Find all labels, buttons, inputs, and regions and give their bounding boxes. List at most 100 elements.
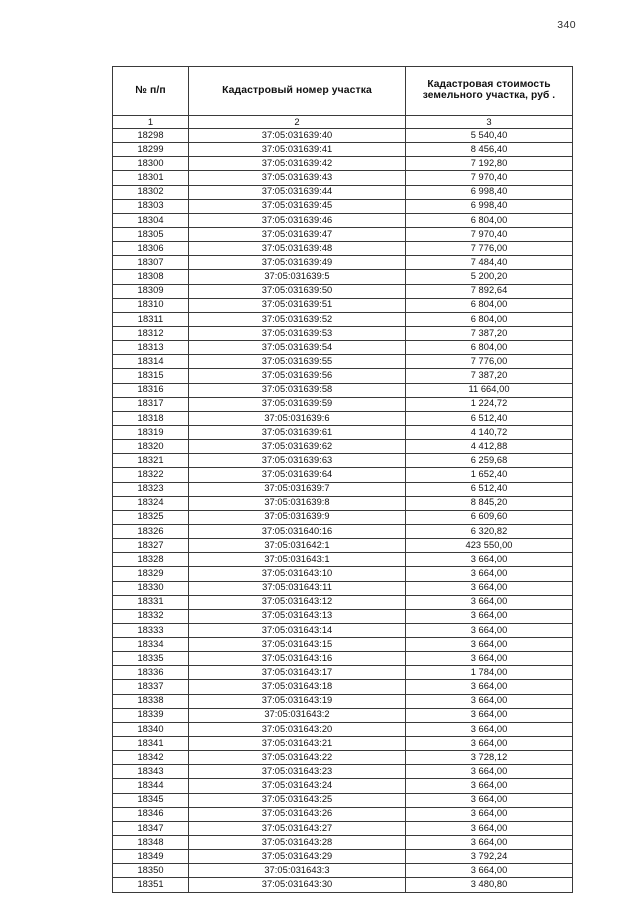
cell-index: 18322 [112,467,189,483]
table-row: 18301 37:05:031639:43 7 970,40 [112,170,573,186]
cell-cadastre-number: 37:05:031643:25 [188,792,406,808]
table-row: 18328 37:05:031643:1 3 664,00 [112,552,573,568]
cell-index: 18339 [112,707,189,723]
page-number: 340 [557,19,576,31]
cell-cadastral-value: 3 480,80 [405,877,573,893]
cell-cadastral-value: 3 664,00 [405,637,573,653]
cell-cadastral-value: 3 664,00 [405,820,573,837]
cell-cadastral-value: 1 224,72 [405,396,573,412]
cell-index: 18334 [112,637,189,653]
cell-cadastral-value: 7 192,80 [405,156,573,172]
cell-cadastre-number: 37:05:031639:63 [188,453,406,469]
cell-cadastral-value: 7 387,20 [405,368,573,384]
cell-cadastre-number: 37:05:031643:18 [188,679,406,695]
cell-cadastre-number: 37:05:031643:26 [188,806,406,822]
cell-cadastre-number: 37:05:031643:28 [188,835,406,851]
cell-cadastral-value: 7 776,00 [405,354,573,370]
cell-cadastral-value: 3 664,00 [405,863,573,879]
cell-index: 18298 [112,127,189,144]
cell-cadastre-number: 37:05:031639:42 [188,156,406,172]
cell-index: 18341 [112,736,189,752]
cell-cadastre-number: 37:05:031639:9 [188,509,406,525]
cell-index: 18338 [112,693,189,709]
table-row: 18324 37:05:031639:8 8 845,20 [112,495,573,511]
table-row: 18300 37:05:031639:42 7 192,80 [112,156,573,172]
cell-cadastral-value: 5 200,20 [405,269,573,285]
table-row: 18306 37:05:031639:48 7 776,00 [112,241,573,257]
table-row: 18315 37:05:031639:56 7 387,20 [112,368,573,384]
cell-cadastre-number: 37:05:031639:58 [188,382,406,398]
cell-index: 18306 [112,241,189,257]
cell-index: 18343 [112,764,189,780]
table-row: 18325 37:05:031639:9 6 609,60 [112,509,573,525]
table-row: 18350 37:05:031643:3 3 664,00 [112,863,573,879]
cell-index: 18326 [112,523,189,540]
cell-index: 18323 [112,481,189,497]
cell-cadastral-value: 3 664,00 [405,792,573,808]
cell-cadastre-number: 37:05:031639:53 [188,325,406,342]
table-row: 18343 37:05:031643:23 3 664,00 [112,764,573,780]
cell-cadastral-value: 7 970,40 [405,170,573,186]
cell-cadastral-value: 1 652,40 [405,467,573,483]
cell-index: 18300 [112,156,189,172]
cell-index: 18349 [112,849,189,865]
cell-cadastre-number: 37:05:031643:2 [188,707,406,723]
cell-cadastral-value: 5 540,40 [405,127,573,144]
cell-cadastral-value: 3 664,00 [405,580,573,596]
cell-cadastre-number: 37:05:031643:19 [188,693,406,709]
cell-index: 18336 [112,665,189,681]
table-row: 18310 37:05:031639:51 6 804,00 [112,297,573,313]
column-header-cadastral-value: Кадастровая стоимость земельного участка… [405,66,573,116]
cell-cadastral-value: 3 792,24 [405,849,573,865]
cell-cadastral-value: 3 664,00 [405,721,573,738]
cell-cadastre-number: 37:05:031639:43 [188,170,406,186]
table-row: 18346 37:05:031643:26 3 664,00 [112,806,573,822]
cell-cadastre-number: 37:05:031642:1 [188,538,406,554]
table-row: 18314 37:05:031639:55 7 776,00 [112,354,573,370]
table-row: 18318 37:05:031639:6 6 512,40 [112,410,573,426]
cell-index: 18320 [112,439,189,455]
cell-cadastral-value: 6 512,40 [405,410,573,426]
cell-cadastral-value: 4 140,72 [405,424,573,441]
table-body: 18298 37:05:031639:40 5 540,40 18299 37:05:0… [112,127,573,893]
cell-cadastre-number: 37:05:031639:61 [188,424,406,441]
table-row: 18349 37:05:031643:29 3 792,24 [112,849,573,865]
cell-cadastre-number: 37:05:031643:15 [188,637,406,653]
cell-cadastral-value: 423 550,00 [405,538,573,554]
cell-cadastral-value: 7 387,20 [405,325,573,342]
cell-index: 18314 [112,354,189,370]
cell-cadastral-value: 7 776,00 [405,241,573,257]
cell-cadastral-value: 3 664,00 [405,736,573,752]
table-row: 18345 37:05:031643:25 3 664,00 [112,792,573,808]
table-row: 18313 37:05:031639:54 6 804,00 [112,340,573,356]
table-row: 18323 37:05:031639:7 6 512,40 [112,481,573,497]
cell-index: 18342 [112,750,189,766]
table-row: 18316 37:05:031639:58 11 664,00 [112,382,573,398]
cell-cadastre-number: 37:05:031639:8 [188,495,406,511]
table-row: 18309 37:05:031639:50 7 892,64 [112,283,573,299]
cell-index: 18311 [112,311,189,327]
cell-index: 18331 [112,594,189,610]
cell-index: 18332 [112,608,189,624]
cell-cadastre-number: 37:05:031639:49 [188,255,406,271]
cell-index: 18330 [112,580,189,596]
table-row: 18319 37:05:031639:61 4 140,72 [112,424,573,441]
cell-cadastre-number: 37:05:031640:16 [188,523,406,540]
cell-cadastral-value: 3 664,00 [405,594,573,610]
cell-cadastre-number: 37:05:031643:3 [188,863,406,879]
table-row: 18341 37:05:031643:21 3 664,00 [112,736,573,752]
cell-cadastral-value: 4 412,88 [405,439,573,455]
cell-cadastral-value: 3 664,00 [405,679,573,695]
cell-index: 18303 [112,198,189,214]
cell-cadastral-value: 7 970,40 [405,226,573,243]
cell-cadastral-value: 7 484,40 [405,255,573,271]
cell-cadastral-value: 6 320,82 [405,523,573,540]
cell-cadastre-number: 37:05:031639:54 [188,340,406,356]
table-row: 18320 37:05:031639:62 4 412,88 [112,439,573,455]
cell-cadastre-number: 37:05:031639:52 [188,311,406,327]
cell-cadastral-value: 8 845,20 [405,495,573,511]
table-row: 18337 37:05:031643:18 3 664,00 [112,679,573,695]
cell-cadastral-value: 3 664,00 [405,566,573,582]
cell-cadastre-number: 37:05:031639:48 [188,241,406,257]
table-row: 18302 37:05:031639:44 6 998,40 [112,184,573,200]
